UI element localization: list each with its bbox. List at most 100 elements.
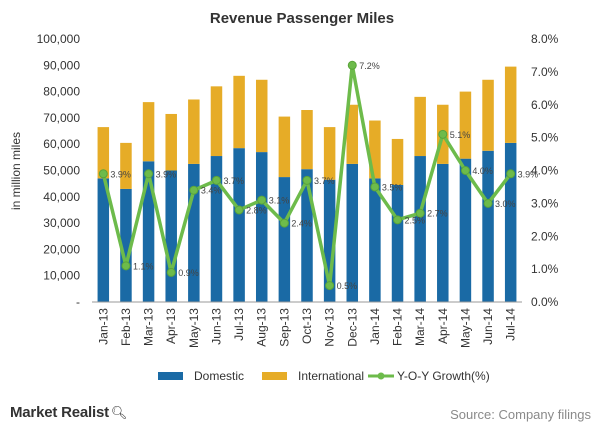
chart-title: Revenue Passenger Miles: [210, 10, 394, 27]
legend-marker: [377, 372, 385, 380]
x-tick-label: Jan-13: [96, 308, 110, 345]
bar-domestic: [391, 184, 404, 302]
growth-data-label: 3.9%: [518, 169, 539, 179]
y2-tick-label: 4.0%: [531, 164, 559, 178]
growth-point: [325, 281, 335, 291]
growth-data-label: 3.7%: [223, 176, 244, 186]
x-tick-label: Jun-14: [481, 308, 495, 345]
y-axis-label: in million miles: [9, 132, 23, 210]
bar-domestic: [346, 163, 359, 302]
brand-name: Market Realist: [10, 404, 109, 421]
growth-data-label: 0.9%: [178, 268, 199, 278]
bar-international: [120, 142, 132, 189]
x-tick-label: Mar-13: [142, 308, 156, 346]
y2-tick-label: 8.0%: [531, 32, 559, 46]
x-tick-label: Mar-14: [413, 308, 427, 346]
growth-line: [98, 60, 516, 291]
bars: [97, 66, 517, 302]
growth-point: [189, 185, 199, 195]
bar-international: [369, 120, 381, 179]
bar-domestic: [210, 156, 223, 302]
y-tick-label: 50,000: [43, 164, 80, 178]
growth-data-label: 3.9%: [110, 169, 131, 179]
growth-point: [415, 208, 425, 218]
x-tick-label: Oct-13: [300, 308, 314, 344]
x-tick-label: Jul-13: [232, 308, 246, 341]
bar-international: [255, 79, 268, 153]
growth-point: [370, 182, 380, 192]
bar-domestic: [165, 170, 177, 302]
x-tick-label: Apr-14: [436, 308, 450, 344]
x-tick-label: Nov-13: [323, 308, 337, 347]
growth-point: [347, 60, 357, 70]
growth-point: [438, 129, 448, 139]
magnifier-icon: 🔍︎: [110, 405, 128, 420]
x-tick-label: Jul-14: [504, 308, 518, 341]
x-tick-label: May-14: [458, 308, 472, 348]
growth-data-label: 0.5%: [337, 281, 358, 291]
bar-international: [459, 91, 472, 159]
growth-point: [144, 169, 154, 179]
growth-data-label: 3.1%: [269, 196, 290, 206]
bar-domestic: [97, 178, 110, 302]
legend-swatch: [262, 372, 287, 380]
bar-domestic: [278, 177, 291, 302]
y-tick-label: 40,000: [43, 190, 80, 204]
bar-domestic: [482, 150, 494, 302]
y2-tick-label: 3.0%: [531, 196, 559, 210]
bar-international: [391, 138, 404, 185]
bar-international: [301, 110, 313, 170]
bar-domestic: [414, 156, 426, 302]
growth-data-label: 3.0%: [495, 199, 516, 209]
y-tick-label: 70,000: [43, 111, 80, 125]
legend-swatch: [158, 372, 183, 380]
y-tick-label: 80,000: [43, 85, 80, 99]
growth-data-label: 1.1%: [133, 261, 154, 271]
bar-domestic: [233, 148, 245, 302]
bar-international: [414, 96, 426, 157]
bar-domestic: [142, 161, 155, 302]
x-tick-label: Apr-13: [164, 308, 178, 344]
bar-international: [188, 99, 200, 164]
growth-data-label: 2.5%: [405, 215, 426, 225]
bar-international: [142, 102, 155, 162]
y-tick-label: 100,000: [37, 32, 81, 46]
bar-international: [323, 127, 336, 180]
growth-point: [211, 175, 221, 185]
bar-international: [482, 79, 494, 151]
y2-tick-label: 0.0%: [531, 295, 559, 309]
y-tick-label: 10,000: [43, 269, 80, 283]
growth-point: [483, 198, 493, 208]
growth-point: [257, 195, 267, 205]
bar-international: [346, 104, 359, 164]
growth-data-label: 4.0%: [472, 166, 493, 176]
bar-domestic: [459, 158, 472, 302]
x-tick-label: May-13: [187, 308, 201, 348]
y2-axis-ticks: 0.0% 1.0% 2.0% 3.0% 4.0% 5.0% 6.0% 7.0% 8.0%: [531, 32, 559, 309]
bar-domestic: [504, 142, 517, 302]
growth-data-label: 2.4%: [291, 219, 312, 229]
growth-point: [506, 169, 516, 179]
x-tick-label: Feb-14: [391, 308, 405, 346]
x-tick-label: Feb-13: [119, 308, 133, 346]
growth-point: [302, 175, 312, 185]
legend-label: Y-O-Y Growth(%): [397, 369, 490, 383]
y-tick-label: -: [76, 295, 80, 309]
bar-international: [278, 116, 291, 178]
growth-data-label: 3.9%: [156, 169, 177, 179]
growth-data-label: 7.2%: [359, 61, 380, 71]
bar-international: [165, 113, 177, 171]
y2-tick-label: 5.0%: [531, 131, 559, 145]
y-tick-label: 30,000: [43, 216, 80, 230]
bar-domestic: [301, 169, 313, 302]
growth-point: [234, 205, 244, 215]
bar-domestic: [188, 163, 200, 302]
growth-point: [121, 261, 131, 271]
bar-international: [504, 66, 517, 143]
growth-data-labels: 3.9%1.1%3.9%0.9%3.4%3.7%2.8%3.1%2.4%3.7%…: [110, 61, 538, 291]
growth-data-label: 3.4%: [201, 186, 222, 196]
legend: Domestic International Y-O-Y Growth(%): [158, 369, 490, 383]
growth-data-label: 3.7%: [314, 176, 335, 186]
bar-international: [210, 86, 223, 157]
